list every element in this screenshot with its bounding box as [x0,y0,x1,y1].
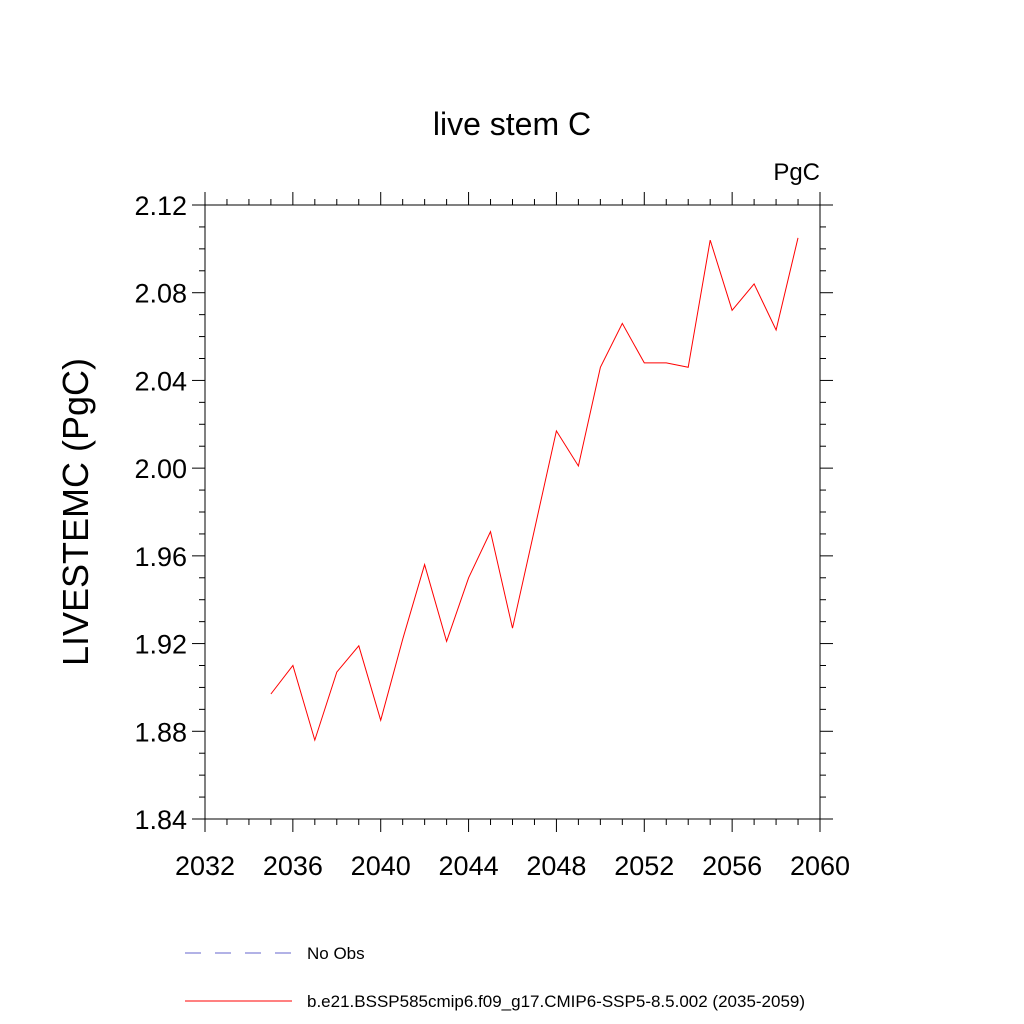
x-tick-label: 2032 [175,851,235,881]
y-tick-label: 2.00 [134,454,187,484]
plot-axes: 2032 2036 2040 2044 2048 2052 2056 2060 1.84 1.88… [134,191,850,881]
x-tick-label: 2040 [351,851,411,881]
legend: No Obs b.e21.BSSP585cmip6.f09_g17.CMIP6-S… [185,944,805,1011]
y-tick-label: 1.84 [134,805,187,835]
y-axis-label: LIVESTEMC (PgC) [55,358,96,666]
legend-label: b.e21.BSSP585cmip6.f09_g17.CMIP6-SSP5-8.… [307,992,805,1011]
x-tick-label: 2056 [702,851,762,881]
y-tick-label: 1.92 [134,630,187,660]
y-tick-label: 2.08 [134,279,187,309]
series-line [270,237,799,742]
x-tick-label: 2048 [526,851,586,881]
units-label: PgC [773,159,820,186]
legend-label: No Obs [307,944,365,963]
y-tick-label: 1.96 [134,542,187,572]
y-tick-label: 1.88 [134,717,187,747]
chart-title: live stem C [433,106,591,142]
x-tick-label: 2052 [614,851,674,881]
x-tick-label: 2036 [263,851,323,881]
x-tick-label: 2060 [790,851,850,881]
y-tick-label: 2.04 [134,366,187,396]
x-tick-label: 2044 [439,851,499,881]
y-tick-label: 2.12 [134,191,187,221]
